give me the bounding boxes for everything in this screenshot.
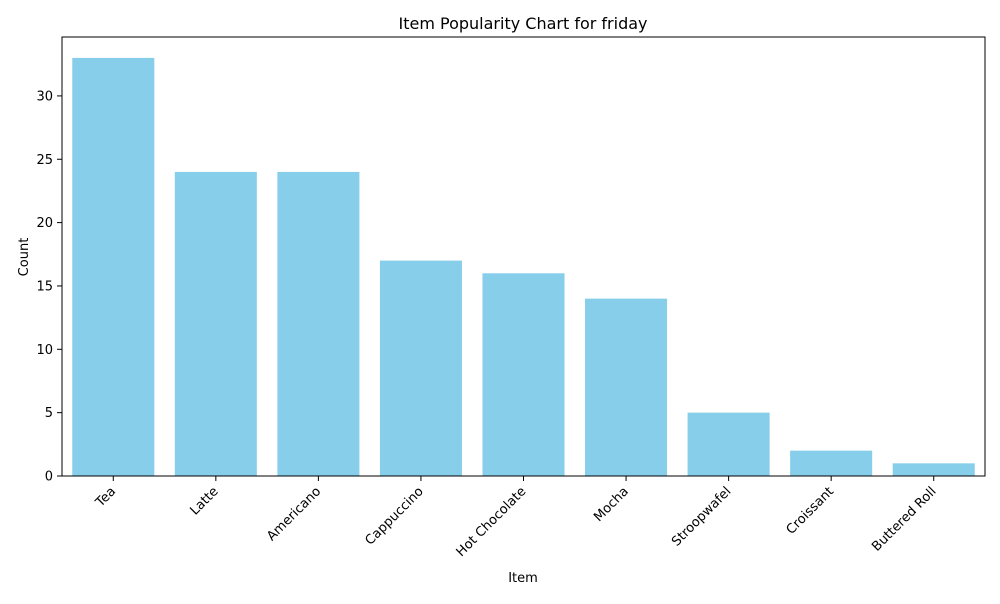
bar-hot-chocolate — [482, 273, 565, 476]
chart-title: Item Popularity Chart for friday — [399, 14, 648, 33]
x-tick-label: Hot Chocolate — [454, 484, 530, 560]
bar-mocha — [585, 298, 668, 476]
y-tick-label: 0 — [45, 470, 53, 485]
bar-latte — [174, 171, 257, 476]
axes-frame — [61, 36, 986, 477]
x-tick-label: Mocha — [591, 484, 632, 525]
plot-area: 0 5 10 15 20 25 30 Tea Latte Americano Cappuccino H… — [36, 36, 986, 560]
bar-buttered-roll — [892, 463, 975, 476]
x-axis-label: Item — [508, 571, 538, 586]
bar-americano — [277, 171, 360, 476]
y-tick-label: 25 — [36, 153, 53, 168]
x-tick-label: Stroopwafel — [669, 484, 734, 549]
x-tick-label: Tea — [92, 484, 119, 511]
y-axis-label: Count — [17, 238, 32, 277]
bar-tea — [72, 57, 155, 477]
bar-croissant — [790, 450, 873, 476]
y-tick-label: 30 — [36, 89, 53, 104]
bar-cappuccino — [379, 260, 462, 476]
y-tick-label: 20 — [36, 216, 53, 231]
x-tick-label: Cappuccino — [363, 484, 427, 548]
x-tick-label: Buttered Roll — [869, 484, 939, 554]
x-tick-label: Croissant — [784, 484, 837, 537]
y-tick-label: 15 — [36, 279, 53, 294]
y-tick-label: 10 — [36, 343, 53, 358]
x-tick-label: Latte — [187, 484, 221, 518]
x-tick-label: Americano — [264, 484, 324, 544]
bar-stroopwafel — [687, 412, 770, 476]
y-tick-label: 5 — [45, 406, 53, 421]
